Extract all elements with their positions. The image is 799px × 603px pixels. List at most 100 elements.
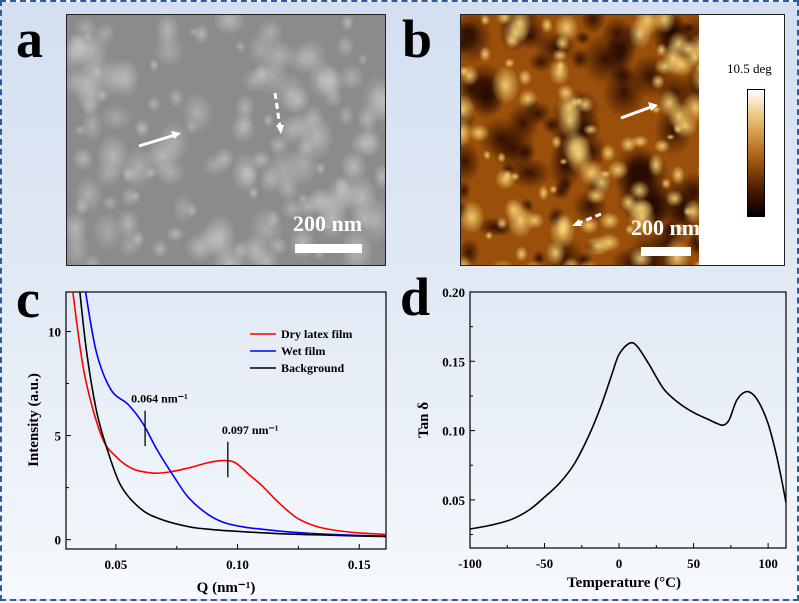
x-axis-label-d: Temperature (°C) [567, 575, 681, 591]
afm-bright-domain [675, 223, 685, 234]
afm-bright-domain [682, 199, 699, 225]
x-tick-label: 50 [687, 556, 700, 571]
particle-domain [252, 246, 281, 265]
afm-bright-domain [552, 48, 568, 63]
particle-domain [73, 124, 88, 137]
afm-bright-domain [461, 65, 470, 77]
afm-bright-domain [551, 134, 562, 149]
y-tick-label: 10 [48, 325, 61, 340]
afm-bright-domain [665, 189, 685, 208]
afm-dark-domain [580, 15, 607, 34]
solid-arrow-icon [620, 105, 652, 120]
particle-domain [277, 175, 301, 205]
afm-bright-domain [522, 260, 547, 265]
particle-domain [94, 161, 123, 188]
particle-domain [266, 208, 281, 229]
afm-bright-domain [682, 91, 699, 125]
panel-label-d: d [400, 267, 431, 327]
particle-domain [367, 81, 385, 123]
legend-entry: Background [281, 361, 344, 375]
colorbar-label: 10.5 deg [727, 61, 772, 76]
afm-bright-domain [482, 150, 492, 160]
afm-dark-domain [461, 179, 471, 201]
afm-image-area [461, 15, 699, 265]
particle-domain [204, 213, 238, 262]
particle-domain [67, 211, 88, 247]
particle-domain [92, 64, 104, 80]
afm-bright-domain [495, 217, 509, 231]
particle-domain [315, 64, 342, 98]
solid-arrow-head [171, 131, 181, 139]
particle-domain [340, 15, 355, 32]
afm-bright-domain [490, 65, 520, 105]
solid-arrow-head [648, 102, 658, 111]
afm-bright-domain [597, 233, 621, 253]
afm-bright-domain [503, 57, 516, 68]
afm-bright-domain [692, 259, 699, 265]
particle-domain [186, 202, 198, 218]
dashed-arrow-head [276, 125, 284, 134]
afm-bright-domain [631, 134, 650, 149]
afm-bright-domain [562, 257, 581, 265]
legend-entry: Dry latex film [281, 327, 352, 341]
afm-bright-domain [697, 159, 699, 182]
particle-domain [288, 226, 317, 261]
peak-label: 0.097 nm⁻¹ [222, 423, 279, 437]
afm-bright-domain [461, 199, 486, 234]
arrow-annotations-b [572, 102, 658, 226]
particle-domain [336, 33, 355, 58]
y-tick-label: 0.10 [442, 424, 465, 439]
afm-bright-domain [687, 31, 699, 65]
afm-bright-domain [599, 144, 617, 163]
afm-bright-domain [549, 58, 570, 87]
particle-domain [285, 43, 319, 74]
x-tick-label: 100 [758, 556, 778, 571]
afm-bright-domain [650, 105, 661, 114]
particle-domain [80, 108, 104, 142]
particle-domain [72, 146, 94, 171]
particle-domain [115, 207, 140, 241]
afm-bright-domain [496, 152, 506, 164]
afm-bright-domain [651, 73, 665, 90]
particle-domain [248, 186, 259, 201]
particle-domain [101, 195, 118, 211]
afm-bright-domain [656, 42, 667, 58]
afm-bright-domain [525, 211, 544, 229]
particle-domain [262, 112, 275, 129]
particle-domain [348, 205, 379, 232]
dashed-arrow-icon [273, 92, 282, 128]
y-axis-label-c: Intensity (a.u.) [26, 373, 42, 467]
afm-bright-domain [620, 192, 637, 213]
particle-domain [337, 104, 354, 127]
x-tick-label: 0 [616, 556, 623, 571]
particle-domain [234, 40, 246, 53]
particle-domain [313, 248, 326, 260]
afm-bright-domain [489, 258, 516, 265]
series-line-wet-film [84, 292, 386, 537]
arrow-annotations-a [138, 92, 284, 148]
particle-domain [256, 18, 284, 48]
particle-domain [98, 104, 133, 132]
x-tick-label: -50 [536, 556, 553, 571]
particle-domain [121, 185, 140, 207]
series-line-tan-delta [469, 341, 787, 530]
afm-bright-domain [599, 211, 621, 230]
afm-bright-domain [575, 259, 601, 265]
afm-bright-domain [479, 15, 490, 26]
afm-bright-domain [548, 185, 558, 195]
afm-bright-domain [495, 167, 517, 190]
particle-domain [94, 88, 109, 102]
solid-arrow-icon [138, 133, 176, 148]
afm-bright-domain [515, 246, 529, 262]
particle-domain [95, 21, 116, 45]
afm-bright-domain [554, 35, 570, 51]
particle-domain [232, 239, 250, 260]
particle-domain [315, 161, 326, 175]
afm-bright-domain [671, 165, 686, 185]
afm-bright-domain [496, 15, 514, 26]
particle-domain [280, 197, 304, 221]
particle-domain [254, 54, 290, 96]
particle-domain [229, 112, 257, 144]
